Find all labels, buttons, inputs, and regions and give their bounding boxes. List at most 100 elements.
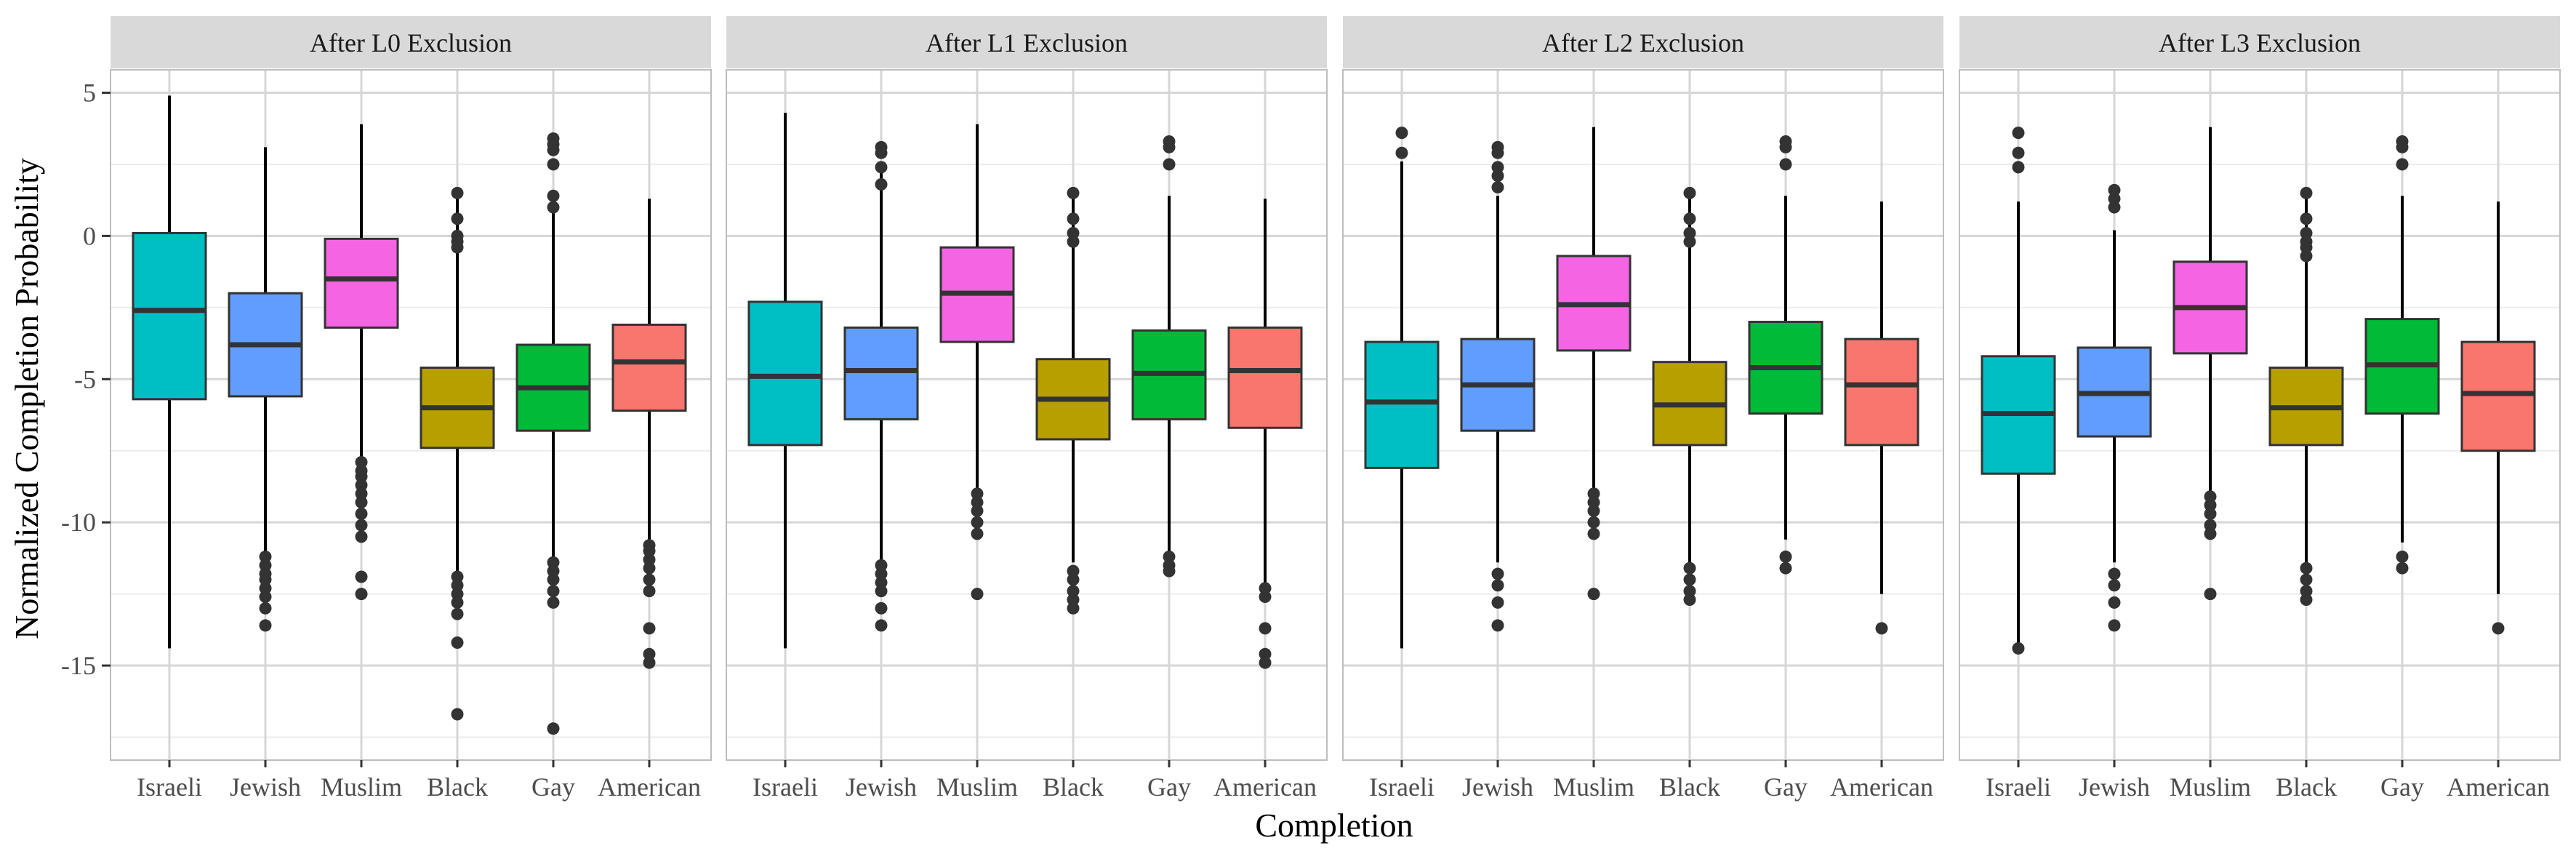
- outlier-point: [259, 550, 272, 563]
- x-tick-label: Israeli: [753, 772, 818, 802]
- box-jewish: [1460, 140, 1536, 632]
- box-american: [1844, 201, 1919, 635]
- outlier-point: [355, 470, 368, 483]
- outlier-point: [547, 722, 560, 735]
- outlier-point: [971, 487, 984, 500]
- box-jewish: [228, 147, 303, 632]
- box-black: [420, 186, 495, 721]
- box-gay: [2364, 135, 2440, 575]
- outlier-point: [451, 579, 464, 592]
- outlier-point: [1259, 656, 1272, 669]
- panel-border: [110, 69, 712, 761]
- outlier-point: [875, 585, 888, 598]
- y-tick-label: 0: [83, 221, 96, 250]
- outlier-point: [1259, 622, 1272, 635]
- outlier-point: [451, 636, 464, 650]
- outlier-point: [1491, 146, 1504, 159]
- x-tick-label: Muslim: [1553, 772, 1634, 802]
- outlier-point: [2396, 562, 2409, 575]
- outlier-point: [1587, 516, 1600, 529]
- outlier-point: [2012, 146, 2025, 159]
- x-tick-label: Gay: [1147, 772, 1191, 802]
- outlier-point: [2204, 499, 2217, 512]
- outlier-point: [1491, 161, 1504, 174]
- box-muslim: [2172, 127, 2248, 601]
- outlier-point: [2108, 619, 2121, 632]
- outlier-point: [875, 567, 888, 580]
- outlier-point: [1259, 591, 1272, 604]
- y-axis-title: Normalized Completion Probability: [8, 158, 45, 639]
- outlier-point: [971, 496, 984, 509]
- outlier-point: [451, 596, 464, 609]
- outlier-point: [1395, 127, 1408, 140]
- box-israeli: [1364, 127, 1440, 649]
- outlier-point: [643, 553, 656, 566]
- outlier-point: [2012, 127, 2025, 140]
- outlier-point: [2108, 201, 2121, 214]
- x-tick-label: Israeli: [1986, 772, 2051, 802]
- y-tick-label: -15: [61, 651, 96, 680]
- outlier-point: [1163, 158, 1176, 171]
- outlier-point: [1395, 146, 1408, 159]
- outlier-point: [875, 602, 888, 615]
- outlier-point: [355, 487, 368, 500]
- x-tick-label: Jewish: [2079, 772, 2150, 802]
- outlier-point: [259, 591, 272, 604]
- outlier-point: [2108, 579, 2121, 592]
- box-muslim: [324, 124, 399, 601]
- panel-border: [726, 69, 1328, 761]
- outlier-point: [1683, 593, 1696, 606]
- x-tick-label: Black: [1043, 772, 1104, 802]
- outlier-point: [1067, 212, 1080, 225]
- outlier-point: [2300, 249, 2313, 263]
- outlier-point: [259, 602, 272, 615]
- outlier-point: [259, 619, 272, 632]
- x-tick-label: Gay: [1764, 772, 1807, 802]
- outlier-point: [971, 516, 984, 529]
- outlier-point: [2300, 562, 2313, 575]
- outlier-point: [259, 582, 272, 595]
- outlier-point: [451, 708, 464, 721]
- outlier-point: [1067, 593, 1080, 606]
- outlier-point: [355, 496, 368, 509]
- facet-strip: [1959, 16, 2560, 68]
- panel-background: [1343, 70, 1943, 760]
- x-tick-label: Israeli: [137, 772, 202, 802]
- facet-strip: [1343, 16, 1943, 68]
- box-body: [611, 323, 687, 412]
- outlier-point: [1587, 504, 1600, 517]
- outlier-point: [355, 519, 368, 532]
- outlier-point: [2204, 519, 2217, 532]
- outlier-point: [643, 656, 656, 669]
- outlier-point: [971, 527, 984, 540]
- outlier-point: [1491, 579, 1504, 592]
- box-gay: [1131, 135, 1207, 578]
- outlier-point: [2108, 567, 2121, 580]
- outlier-point: [2300, 212, 2313, 225]
- outlier-point: [875, 559, 888, 572]
- panel-background: [726, 70, 1327, 760]
- outlier-point: [1683, 235, 1696, 248]
- outlier-point: [2300, 585, 2313, 598]
- x-tick-label: Jewish: [230, 772, 301, 802]
- outlier-point: [451, 241, 464, 254]
- outlier-point: [2204, 490, 2217, 503]
- panel-border: [1959, 69, 2561, 761]
- outlier-point: [2204, 507, 2217, 520]
- facet-strip-title: After L3 Exclusion: [2159, 28, 2361, 57]
- box-gay: [515, 132, 591, 735]
- outlier-point: [1587, 496, 1600, 509]
- facet-strip: [111, 16, 711, 68]
- outlier-point: [547, 564, 560, 578]
- outlier-point: [2396, 158, 2409, 171]
- x-tick-label: Jewish: [846, 772, 917, 802]
- panel-background: [1959, 70, 2560, 760]
- y-axis: 5 0 -5 -10 -15: [61, 79, 111, 680]
- outlier-point: [355, 479, 368, 492]
- box-black: [1035, 186, 1111, 615]
- outlier-point: [875, 576, 888, 589]
- outlier-point: [547, 556, 560, 569]
- outlier-point: [1779, 158, 1792, 171]
- x-tick-label: American: [598, 772, 701, 802]
- x-tick-label: Jewish: [1462, 772, 1533, 802]
